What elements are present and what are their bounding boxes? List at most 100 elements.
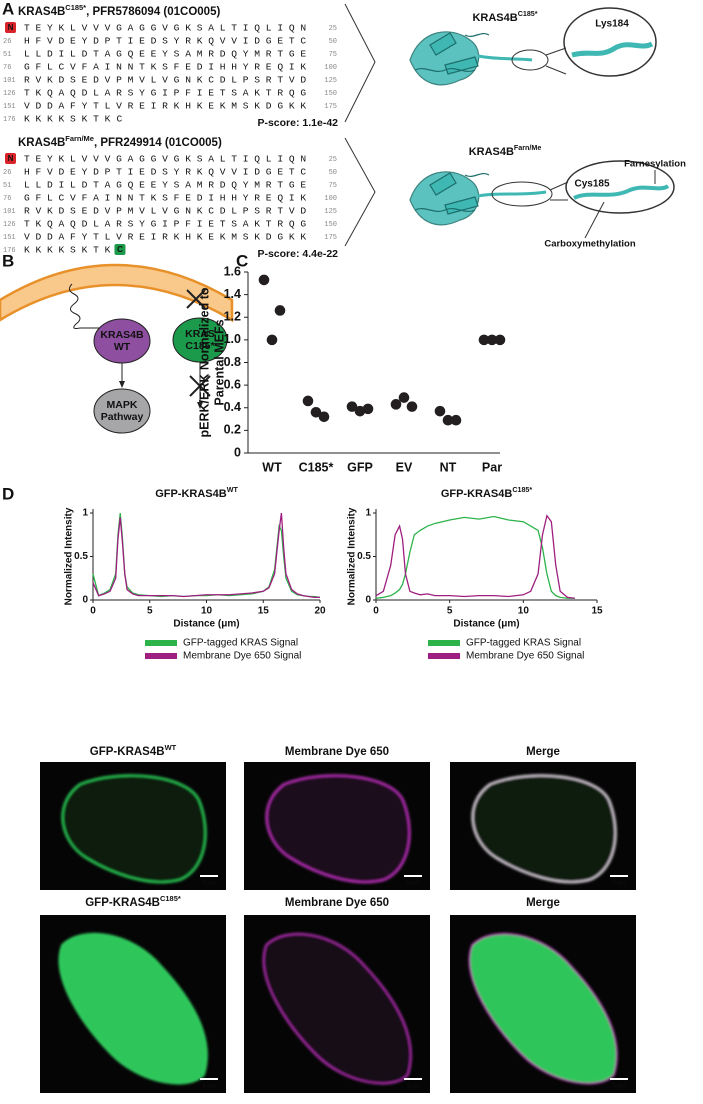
panel-label: B [2, 251, 14, 270]
line-end: 25 [329, 156, 337, 164]
line-start: 26 [3, 38, 11, 46]
superscript: C185* [512, 486, 532, 494]
name-text: GFP-KRAS4B [441, 488, 513, 500]
ribbon [429, 172, 457, 196]
line-start: 76 [3, 195, 11, 203]
line-start: 126 [3, 90, 16, 98]
legend-swatch [428, 640, 460, 646]
callout [491, 181, 553, 207]
n-term-badge [5, 153, 16, 164]
data-point [266, 334, 278, 346]
line-end: 50 [329, 38, 337, 46]
y-tick-label: 0.8 [224, 355, 241, 369]
legend-label: Membrane Dye 650 Signal [466, 651, 584, 662]
data-point [494, 334, 506, 346]
line-end: 75 [329, 182, 337, 190]
y-axis-label: Normalized Intensity [347, 507, 358, 605]
membrane [0, 263, 234, 323]
image-title: GFP-KRAS4BWT [90, 743, 177, 758]
line-start: 151 [3, 234, 16, 242]
superscript: WT [227, 486, 239, 494]
ribbon [429, 32, 457, 56]
y-tick-label: 1.6 [224, 264, 241, 278]
legend-label: GFP-tagged KRAS Signal [466, 638, 581, 649]
cell [262, 933, 412, 1085]
sequence-line: G F L C V F A I N N T K S F E D I H H Y … [24, 193, 306, 204]
line-start: 176 [3, 247, 16, 255]
chart-title: GFP-KRAS4BC185* [441, 486, 533, 500]
sequence-line: T K Q A Q D L A R S Y G I P F I E T S A … [24, 219, 306, 230]
line-start: 151 [3, 103, 16, 111]
sequence-line: H F V D E Y D P T I E D S Y R K Q V V I … [24, 167, 306, 178]
ribbon [444, 196, 479, 215]
name-text: GFP-KRAS4B [155, 488, 227, 500]
y-tick-label: 1.4 [224, 287, 241, 301]
y-tick-label: 0 [365, 595, 371, 606]
image-title: Membrane Dye 650 [285, 746, 389, 758]
y-tick-label: 0.6 [224, 377, 241, 391]
node-label: Pathway [101, 411, 144, 423]
sequence-line: V D D A F Y T L V R E I R K H K E K M S … [24, 101, 306, 112]
structure-label: KRAS4BC185* [472, 10, 537, 24]
sequence-line: R V K D S E D V P M V L V G N K C D L P … [24, 75, 306, 86]
helix-zoom [571, 41, 654, 58]
residue-label: Cys185 [574, 179, 609, 190]
cell [468, 933, 618, 1085]
y-axis-label: Parental MEFs [212, 319, 226, 405]
y-tick-label: 1 [82, 508, 88, 519]
cell-body [262, 933, 412, 1085]
mapk-node [93, 388, 151, 434]
data-point [434, 405, 446, 417]
y-tick-label: 1 [365, 508, 371, 519]
x-tick-label: 15 [258, 606, 270, 617]
superscript: Farn/Me [65, 134, 94, 143]
x-tick-label: GFP [347, 460, 373, 474]
chevron [344, 137, 376, 247]
line-end: 125 [324, 208, 337, 216]
name-text: GFP-KRAS4B [90, 746, 165, 758]
cell [61, 774, 207, 884]
y-tick-label: 1.2 [224, 310, 241, 324]
data-point [406, 401, 418, 412]
line-end: 150 [324, 221, 337, 229]
x-mark [186, 289, 206, 309]
line-end: 100 [324, 195, 337, 203]
data-point [450, 414, 462, 426]
callout-line [545, 47, 567, 56]
x-tick-label: 0 [373, 606, 379, 617]
name-text: GFP-KRAS4B [85, 897, 160, 909]
ribbon [464, 172, 490, 178]
x-tick-label: 20 [314, 606, 326, 617]
name-text: KRAS4B [472, 12, 517, 24]
protein-structure [409, 171, 490, 226]
ribbon [414, 207, 476, 213]
protein-structure [409, 31, 490, 86]
lipid-tail [68, 283, 104, 329]
x-axis-label: Distance (μm) [173, 619, 239, 630]
legend-swatch [428, 653, 460, 659]
data-point [274, 305, 286, 316]
line-start: 101 [3, 208, 16, 216]
ribbon [409, 31, 480, 86]
data-point [318, 411, 330, 423]
sequence-line: L L D I L D T A G Q E E Y S A M R D Q Y … [24, 49, 306, 60]
sequence-line: H F V D E Y D P T I E D S Y R K Q V V I … [24, 36, 306, 47]
superscript: C185* [518, 10, 538, 18]
panel-label: A [2, 0, 14, 18]
x-tick-label: Par [482, 460, 502, 474]
data-line [92, 512, 321, 599]
x-axis-label: Distance (μm) [453, 619, 519, 630]
legend-label: GFP-tagged KRAS Signal [183, 638, 298, 649]
scale-bar-label: 5 μm [407, 1083, 420, 1089]
legend-label: Membrane Dye 650 Signal [183, 651, 301, 662]
sequence-title: KRAS4BC185*, PFR5786094 (01CO005) [18, 3, 220, 18]
y-axis-label: pERK/ERK Normalized to [197, 287, 211, 437]
superscript: WT [165, 743, 177, 752]
line-start: 176 [3, 116, 16, 124]
c-term: C [117, 245, 123, 254]
callout-line [549, 181, 569, 191]
annotation-arrow [584, 201, 605, 239]
y-tick-label: 0.5 [357, 551, 371, 562]
node-label: WT [114, 341, 131, 353]
